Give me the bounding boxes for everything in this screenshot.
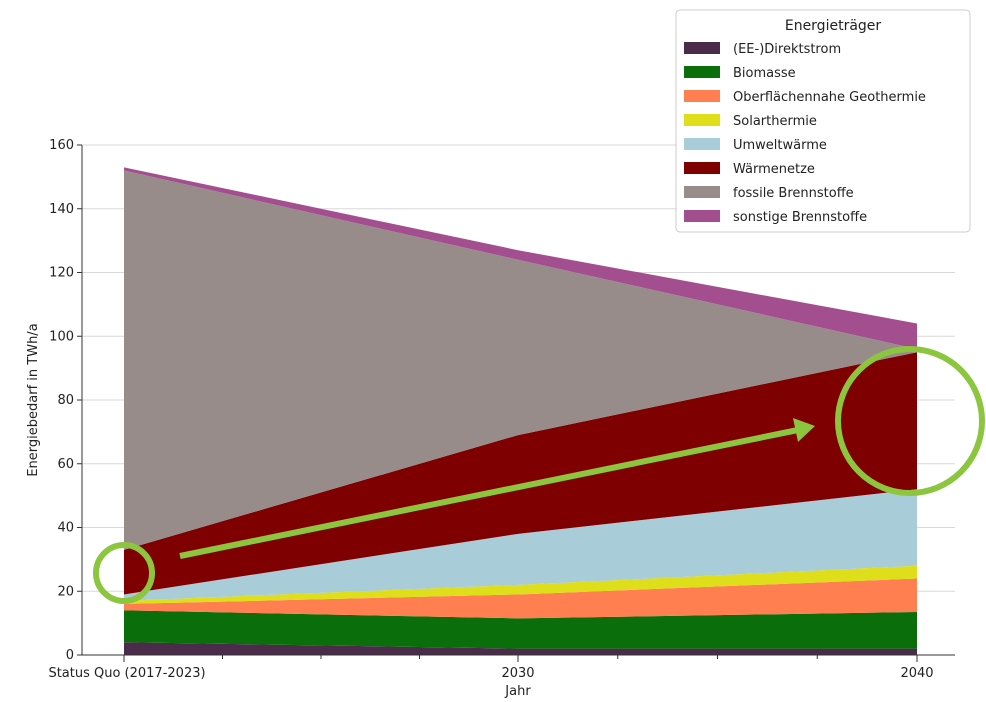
trend-arrow-head (793, 418, 815, 442)
legend-label: (EE-)Direktstrom (733, 42, 841, 57)
legend-label: fossile Brennstoffe (733, 186, 854, 201)
x-tick-label: 2030 (501, 666, 534, 681)
legend-swatch (684, 210, 720, 222)
area-oberflächennahe-geothermie (124, 578, 917, 619)
y-axis-label: Energiebedarf in TWh/a (26, 323, 41, 476)
x-axis-label: Jahr (504, 684, 531, 699)
legend-swatch (684, 114, 720, 126)
legend-swatch (684, 138, 720, 150)
legend-label: sonstige Brennstoffe (733, 210, 867, 225)
y-tick-label: 60 (57, 457, 74, 472)
legend-box (675, 9, 971, 233)
stacked-areas (124, 167, 917, 655)
legend-label: Wärmenetze (733, 162, 815, 177)
y-tick-label: 40 (57, 521, 74, 536)
legend-swatch (684, 66, 720, 78)
trend-arrow-shaft (179, 427, 799, 559)
y-tick-label: 100 (49, 329, 74, 344)
annotations (93, 346, 985, 604)
y-tick-label: 20 (57, 584, 74, 599)
y-tick-label: 140 (49, 202, 74, 217)
legend-label: Solarthermie (733, 114, 817, 129)
highlight-circle-status-quo (93, 542, 155, 604)
x-tick-label: Status Quo (2017-2023) (48, 666, 205, 681)
x-tick-label: 2040 (900, 666, 933, 681)
area-wärmenetze (124, 352, 917, 595)
legend-swatch (684, 42, 720, 54)
legend-label: Umweltwärme (733, 138, 827, 153)
legend-swatch (684, 90, 720, 102)
y-tick-label: 160 (49, 138, 74, 153)
legend-title: Energieträger (785, 18, 882, 34)
legend-label: Biomasse (733, 66, 796, 81)
area-umweltwärme (124, 489, 917, 601)
highlight-circle-2040 (835, 346, 985, 496)
area-sonstige-brennstoffe (124, 167, 917, 349)
legend-label: Oberflächennahe Geothermie (733, 90, 926, 105)
y-tick-label: 80 (57, 393, 74, 408)
legend-swatch (684, 186, 720, 198)
legend-swatch (684, 162, 720, 174)
area-solarthermie (124, 565, 917, 604)
area-fossile-brennstoffe (124, 170, 917, 550)
legend: Energieträger (EE-)Direktstrom Biomasse Obe… (675, 9, 971, 233)
area-biomasse (124, 610, 917, 649)
y-tick-label: 0 (66, 648, 74, 663)
y-tick-label: 120 (49, 266, 74, 281)
